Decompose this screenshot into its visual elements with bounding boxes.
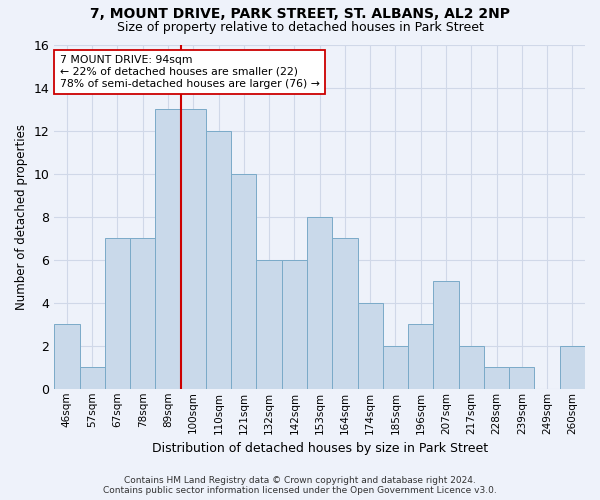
Text: Contains HM Land Registry data © Crown copyright and database right 2024.
Contai: Contains HM Land Registry data © Crown c…	[103, 476, 497, 495]
Bar	[433, 282, 458, 389]
Bar	[458, 346, 484, 389]
Bar	[560, 346, 585, 389]
Text: Size of property relative to detached houses in Park Street: Size of property relative to detached ho…	[116, 21, 484, 34]
Bar	[105, 238, 130, 389]
Bar	[383, 346, 408, 389]
Bar	[358, 303, 383, 389]
Bar	[509, 368, 535, 389]
Bar	[130, 238, 155, 389]
Bar	[332, 238, 358, 389]
Bar	[256, 260, 282, 389]
Bar	[206, 131, 231, 389]
Y-axis label: Number of detached properties: Number of detached properties	[15, 124, 28, 310]
Bar	[155, 110, 181, 389]
Bar	[231, 174, 256, 389]
X-axis label: Distribution of detached houses by size in Park Street: Distribution of detached houses by size …	[152, 442, 488, 455]
Bar	[181, 110, 206, 389]
Bar	[282, 260, 307, 389]
Bar	[484, 368, 509, 389]
Bar	[408, 324, 433, 389]
Text: 7 MOUNT DRIVE: 94sqm
← 22% of detached houses are smaller (22)
78% of semi-detac: 7 MOUNT DRIVE: 94sqm ← 22% of detached h…	[59, 56, 319, 88]
Text: 7, MOUNT DRIVE, PARK STREET, ST. ALBANS, AL2 2NP: 7, MOUNT DRIVE, PARK STREET, ST. ALBANS,…	[90, 8, 510, 22]
Bar	[54, 324, 80, 389]
Bar	[307, 217, 332, 389]
Bar	[80, 368, 105, 389]
